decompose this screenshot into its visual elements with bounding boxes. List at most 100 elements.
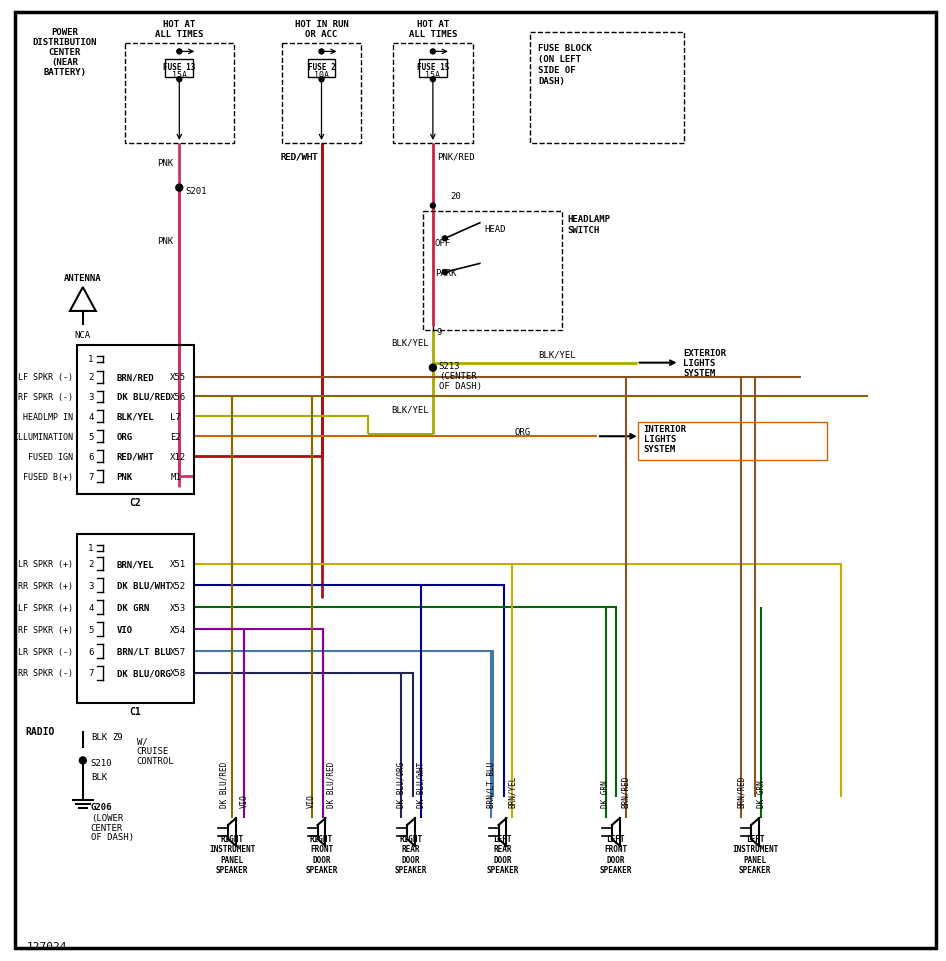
Text: BRN/RED: BRN/RED: [622, 775, 630, 807]
Text: (NEAR: (NEAR: [51, 58, 79, 66]
Bar: [531, 33, 685, 144]
Bar: [77, 534, 194, 703]
Text: W/: W/: [136, 736, 148, 746]
Text: BRN/YEL: BRN/YEL: [116, 559, 154, 569]
Text: BLK/YEL: BLK/YEL: [538, 350, 576, 358]
Text: DISTRIBUTION: DISTRIBUTION: [33, 37, 97, 47]
Text: X51: X51: [170, 559, 186, 569]
Text: RF SPKR (+): RF SPKR (+): [18, 625, 73, 634]
Text: FUSE BLOCK: FUSE BLOCK: [538, 44, 592, 53]
Text: NCA: NCA: [75, 331, 91, 340]
Text: ALL TIMES: ALL TIMES: [155, 30, 203, 39]
Text: 4: 4: [88, 412, 94, 422]
Circle shape: [443, 236, 447, 241]
Text: X55: X55: [170, 373, 186, 382]
Text: 6: 6: [88, 453, 94, 461]
Bar: [125, 44, 234, 144]
Bar: [166, 61, 193, 78]
Text: INTERIOR: INTERIOR: [643, 425, 687, 433]
Text: DASH): DASH): [538, 77, 565, 86]
Text: HOT AT: HOT AT: [163, 20, 196, 29]
Text: DK BLU/ORG: DK BLU/ORG: [116, 669, 170, 678]
Text: M1: M1: [170, 472, 181, 481]
Text: BLK/YEL: BLK/YEL: [392, 406, 429, 414]
Text: S201: S201: [185, 187, 207, 196]
Text: X58: X58: [170, 669, 186, 678]
Text: FUSED B(+): FUSED B(+): [23, 472, 73, 481]
Circle shape: [79, 757, 86, 764]
Text: RIGHT
REAR
DOOR
SPEAKER: RIGHT REAR DOOR SPEAKER: [394, 834, 428, 875]
Text: 6: 6: [88, 647, 94, 655]
Text: 9: 9: [437, 328, 442, 337]
Bar: [423, 211, 562, 331]
Circle shape: [430, 204, 435, 209]
Text: DK BLU/RED: DK BLU/RED: [327, 761, 336, 807]
Text: X12: X12: [170, 453, 186, 461]
Text: CRUISE: CRUISE: [136, 746, 168, 755]
Text: 15A: 15A: [172, 71, 186, 80]
Text: (CENTER: (CENTER: [439, 372, 477, 381]
Text: C2: C2: [130, 498, 141, 507]
Text: FUSE 15: FUSE 15: [416, 62, 449, 72]
Text: ANTENNA: ANTENNA: [64, 273, 101, 283]
Text: POWER: POWER: [51, 28, 79, 37]
Text: OR ACC: OR ACC: [306, 30, 338, 39]
Text: 7: 7: [88, 472, 94, 481]
Text: VIO: VIO: [239, 794, 249, 807]
Circle shape: [176, 185, 183, 192]
Text: DK BLU/RED: DK BLU/RED: [116, 392, 170, 402]
Text: OF DASH): OF DASH): [91, 832, 133, 842]
Text: LIGHTS: LIGHTS: [643, 434, 676, 443]
Circle shape: [319, 50, 324, 55]
Text: RADIO: RADIO: [26, 726, 55, 736]
Text: BRN/YEL: BRN/YEL: [508, 775, 517, 807]
Text: HEAD: HEAD: [484, 225, 506, 234]
Text: E2: E2: [170, 432, 181, 441]
Text: PNK: PNK: [157, 160, 173, 168]
Text: 7: 7: [88, 669, 94, 678]
Text: BRN/RED: BRN/RED: [116, 373, 154, 382]
Text: 2: 2: [88, 373, 94, 382]
Text: CONTROL: CONTROL: [136, 756, 174, 765]
Text: RED/WHT: RED/WHT: [116, 453, 154, 461]
Text: LR SPKR (-): LR SPKR (-): [18, 647, 73, 655]
Text: 5: 5: [88, 432, 94, 441]
Text: PNK/RED: PNK/RED: [437, 152, 475, 161]
Text: 3: 3: [88, 392, 94, 402]
Text: 1: 1: [88, 355, 94, 364]
Text: VIO: VIO: [116, 625, 132, 634]
Text: HOT AT: HOT AT: [417, 20, 449, 29]
Text: CENTER: CENTER: [91, 823, 123, 831]
Text: BLK/YEL: BLK/YEL: [116, 412, 154, 422]
Text: S213: S213: [439, 361, 461, 371]
Text: DK GRN: DK GRN: [116, 604, 149, 612]
Text: X53: X53: [170, 604, 186, 612]
Text: BRN/RED: BRN/RED: [737, 775, 745, 807]
Text: 2: 2: [88, 559, 94, 569]
Text: EXTERIOR: EXTERIOR: [683, 349, 727, 357]
Text: LEFT
REAR
DOOR
SPEAKER: LEFT REAR DOOR SPEAKER: [486, 834, 518, 875]
Text: (LOWER: (LOWER: [91, 813, 123, 822]
Text: SYSTEM: SYSTEM: [643, 444, 676, 454]
Circle shape: [443, 270, 447, 276]
Text: RIGHT
FRONT
DOOR
SPEAKER: RIGHT FRONT DOOR SPEAKER: [306, 834, 338, 875]
Text: FUSE 2: FUSE 2: [307, 62, 336, 72]
Text: L7: L7: [170, 412, 181, 422]
Bar: [394, 44, 473, 144]
Text: 20: 20: [451, 192, 462, 201]
Text: (ON LEFT: (ON LEFT: [538, 55, 581, 63]
Text: LF SPKR (+): LF SPKR (+): [18, 604, 73, 612]
Circle shape: [430, 78, 435, 83]
Text: LR SPKR (+): LR SPKR (+): [18, 559, 73, 569]
Text: DK BLU/WHT: DK BLU/WHT: [116, 581, 170, 590]
Circle shape: [177, 78, 182, 83]
Text: PARK: PARK: [435, 268, 456, 278]
Text: BLK: BLK: [91, 732, 107, 741]
Text: FUSE 13: FUSE 13: [163, 62, 196, 72]
Text: 3: 3: [88, 581, 94, 590]
Text: ORG: ORG: [116, 432, 132, 441]
Text: RIGHT
INSTRUMENT
PANEL
SPEAKER: RIGHT INSTRUMENT PANEL SPEAKER: [209, 834, 255, 875]
Text: SYSTEM: SYSTEM: [683, 369, 716, 378]
Text: HEADLAMP: HEADLAMP: [567, 214, 610, 224]
Text: SIDE OF: SIDE OF: [538, 65, 576, 75]
